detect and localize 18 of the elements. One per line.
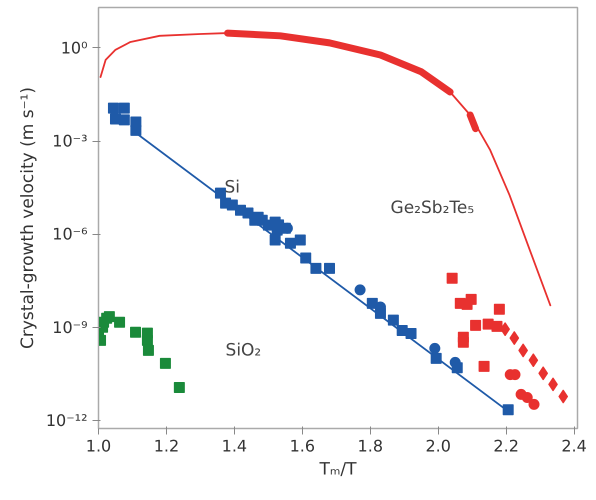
y-tick-label: 10⁻¹² [46,410,88,430]
x-tick-label: 1.2 [154,436,180,456]
x-tick-label: 1.8 [358,436,384,456]
x-tick-label: 1.0 [86,436,112,456]
series-label: Ge₂Sb₂Te₅ [390,198,474,218]
x-tick-label: 2.4 [561,436,587,456]
y-tick-label: 10⁻⁶ [52,224,88,244]
text: SiO₂ [226,340,262,360]
y-axis-title: Crystal-growth velocity (m s⁻¹) [18,86,38,349]
x-tick-label: 1.6 [290,436,316,456]
y-tick-label: 10⁻³ [52,132,88,151]
y-tick-label: 10⁰ [60,38,88,58]
x-tick-label: 2.0 [425,436,451,456]
y-tick-label: 10⁻⁹ [52,318,88,337]
x-tick-label: 1.4 [222,436,248,456]
x-tick-label: 2.2 [493,436,519,456]
x-axis-title: Tₘ/T [318,460,358,480]
series-label: Si [224,177,240,198]
